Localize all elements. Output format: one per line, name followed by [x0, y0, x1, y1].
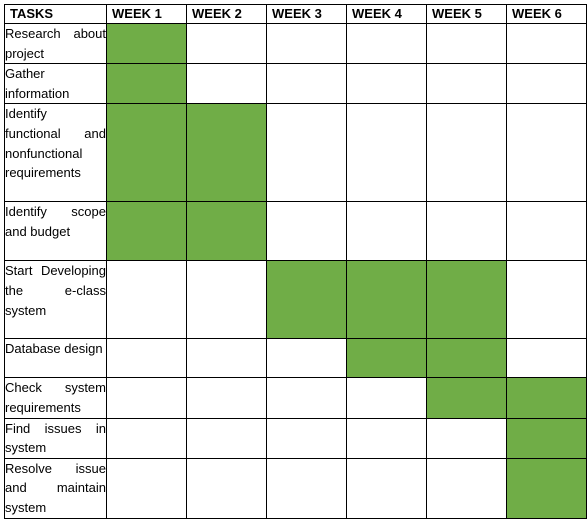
week-6-cell [506, 22, 587, 65]
week-1-cell [106, 377, 187, 419]
header-week-5: WEEK 5 [426, 4, 507, 24]
week-5-cell [426, 22, 507, 65]
task-label: Identify scope and budget [5, 204, 106, 239]
week-1-bar [106, 22, 187, 65]
task-cell: Check system requirements [4, 377, 107, 419]
task-row: Gather information [4, 63, 587, 105]
task-cell: Identify scope and budget [4, 201, 107, 262]
week-1-cell [106, 260, 187, 340]
week-1-cell [106, 338, 187, 379]
task-row: Research about project [4, 22, 587, 65]
task-label: Database design [5, 341, 103, 357]
week-3-cell [266, 338, 347, 379]
week-6-cell [506, 201, 587, 262]
week-6-cell [506, 103, 587, 203]
week-4-bar [346, 338, 427, 379]
week-5-bar [426, 260, 507, 340]
task-row: Identify functional and nonfunctional re… [4, 103, 587, 203]
week-5-cell [426, 103, 507, 203]
week-4-bar [346, 260, 427, 340]
week-6-cell [506, 338, 587, 379]
week-4-cell [346, 22, 427, 65]
task-cell: Find issues in system [4, 417, 107, 459]
header-week-4: WEEK 4 [346, 4, 427, 24]
week-6-bar [506, 417, 587, 459]
task-cell: Gather information [4, 63, 107, 105]
task-row: Resolve issue and maintain system [4, 457, 587, 519]
week-4-cell [346, 63, 427, 105]
week-6-bar [506, 377, 587, 419]
week-3-cell [266, 417, 347, 459]
task-label: Research about project [5, 26, 106, 61]
task-cell: Database design [4, 338, 107, 379]
week-2-cell [186, 377, 267, 419]
header-row: TASKS WEEK 1 WEEK 2 WEEK 3 WEEK 4 WEEK 5… [4, 4, 587, 24]
header-week-2: WEEK 2 [186, 4, 267, 24]
task-row: Identify scope and budget [4, 201, 587, 262]
header-week-3: WEEK 3 [266, 4, 347, 24]
task-row: Check system requirements [4, 377, 587, 419]
week-6-cell [506, 63, 587, 105]
header-week-6: WEEK 6 [506, 4, 587, 24]
week-3-bar [266, 260, 347, 340]
gantt-body: Research about project Gather information… [4, 22, 587, 519]
task-label: Gather information [5, 66, 70, 101]
task-label: Identify functional and nonfunctional re… [5, 106, 106, 181]
header-tasks: TASKS [4, 4, 107, 24]
task-label: Check system requirements [5, 380, 106, 415]
task-row: Start Developing the e-class system [4, 260, 587, 340]
week-2-cell [186, 417, 267, 459]
task-label: Resolve issue and maintain system [5, 460, 106, 515]
task-row: Database design [4, 338, 587, 379]
week-5-cell [426, 63, 507, 105]
week-1-bar [106, 63, 187, 105]
week-2-bar [186, 103, 267, 203]
week-5-cell [426, 201, 507, 262]
week-4-cell [346, 457, 427, 519]
week-5-cell [426, 457, 507, 519]
week-6-bar [506, 457, 587, 519]
week-5-bar [426, 338, 507, 379]
header-week-1: WEEK 1 [106, 4, 187, 24]
week-2-cell [186, 63, 267, 105]
week-3-cell [266, 201, 347, 262]
week-2-cell [186, 260, 267, 340]
task-cell: Resolve issue and maintain system [4, 457, 107, 519]
week-2-cell [186, 457, 267, 519]
week-3-cell [266, 457, 347, 519]
week-2-cell [186, 338, 267, 379]
week-3-cell [266, 22, 347, 65]
week-1-cell [106, 417, 187, 459]
week-5-cell [426, 417, 507, 459]
task-row: Find issues in system [4, 417, 587, 459]
week-4-cell [346, 377, 427, 419]
week-1-cell [106, 457, 187, 519]
week-4-cell [346, 417, 427, 459]
week-2-cell [186, 22, 267, 65]
gantt-table: TASKS WEEK 1 WEEK 2 WEEK 3 WEEK 4 WEEK 5… [4, 4, 587, 519]
week-4-cell [346, 201, 427, 262]
week-3-cell [266, 103, 347, 203]
week-3-cell [266, 377, 347, 419]
week-4-cell [346, 103, 427, 203]
task-label: Find issues in system [5, 420, 106, 456]
task-cell: Start Developing the e-class system [4, 260, 107, 340]
week-5-bar [426, 377, 507, 419]
task-label: Start Developing the e-class system [5, 263, 106, 318]
week-2-bar [186, 201, 267, 262]
week-1-bar [106, 103, 187, 203]
task-cell: Identify functional and nonfunctional re… [4, 103, 107, 203]
task-cell: Research about project [4, 22, 107, 65]
week-3-cell [266, 63, 347, 105]
week-1-bar [106, 201, 187, 262]
week-6-cell [506, 260, 587, 340]
